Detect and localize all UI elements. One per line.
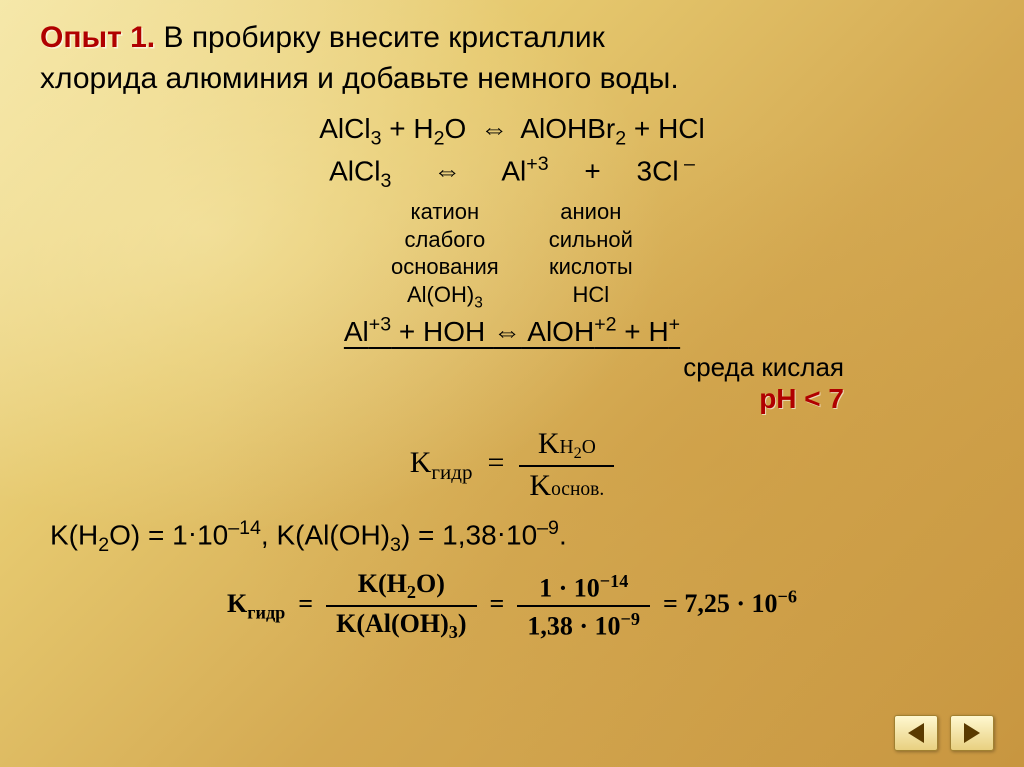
ionic-equation: Al+3 + HOH ⇔ AlOH+2 + H+ (40, 313, 984, 351)
ion-labels: катион слабого основания Al(OH)3 анион с… (40, 198, 984, 312)
experiment-label: Опыт 1. (40, 21, 155, 54)
prev-button[interactable] (894, 715, 938, 751)
anion-column: анион сильной кислоты HCl (549, 198, 633, 312)
final-equation: Kгидр = K(H2O) K(Al(OH)3) = 1 · 10−14 1,… (40, 569, 984, 643)
nav-buttons (894, 715, 994, 751)
equation-1: AlCl3 + H2O ⇔ AlOHBr2 + HCl (40, 111, 984, 152)
ph-label: pH < 7 (759, 383, 844, 414)
intro-text: Опыт 1. В пробирку внесите кристаллик хл… (40, 18, 984, 99)
equation-2: AlCl3 ⇔ Al+3 + 3Cl – (40, 152, 984, 194)
intro-line1: В пробирку внесите кристаллик (163, 21, 604, 54)
triangle-right-icon (964, 723, 980, 743)
k-values: K(H2O) = 1·10–14, K(Al(OH)3) = 1,38·10–9… (40, 517, 984, 557)
cation-column: катион слабого основания Al(OH)3 (391, 198, 499, 312)
triangle-left-icon (908, 723, 924, 743)
k-formula: Kгидр = KH2O Kоснов. (40, 427, 984, 503)
intro-line2: хлорида алюминия и добавьте немного воды… (40, 62, 679, 95)
environment-label: среда кислая pH < 7 (40, 352, 984, 415)
next-button[interactable] (950, 715, 994, 751)
